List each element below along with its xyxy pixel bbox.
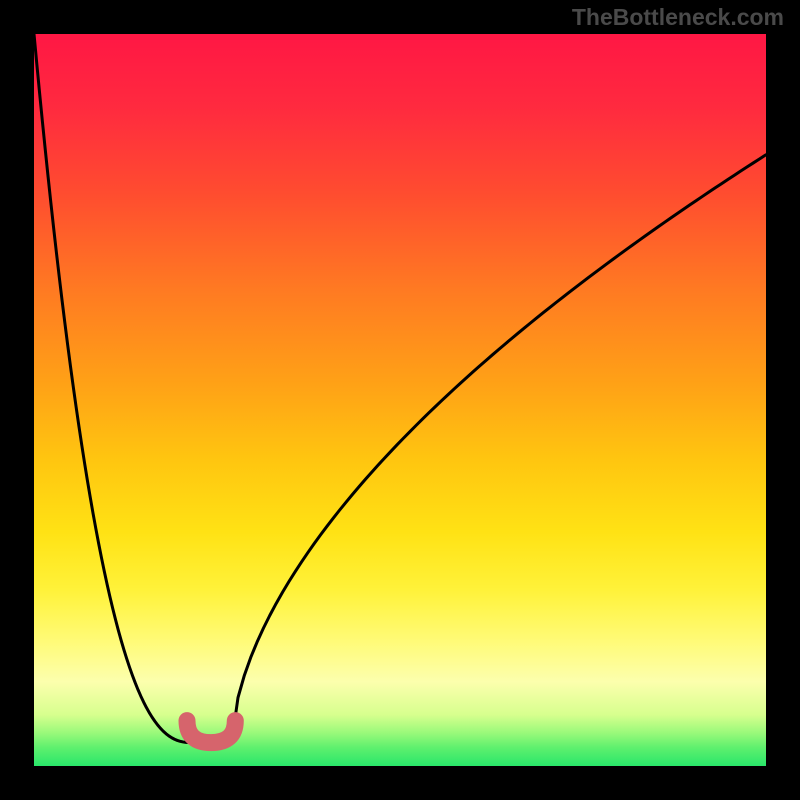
figure-root: TheBottleneck.com	[0, 0, 800, 800]
plot-area	[34, 34, 766, 766]
watermark-text: TheBottleneck.com	[572, 4, 784, 31]
gradient-background	[34, 34, 766, 766]
plot-svg	[34, 34, 766, 766]
